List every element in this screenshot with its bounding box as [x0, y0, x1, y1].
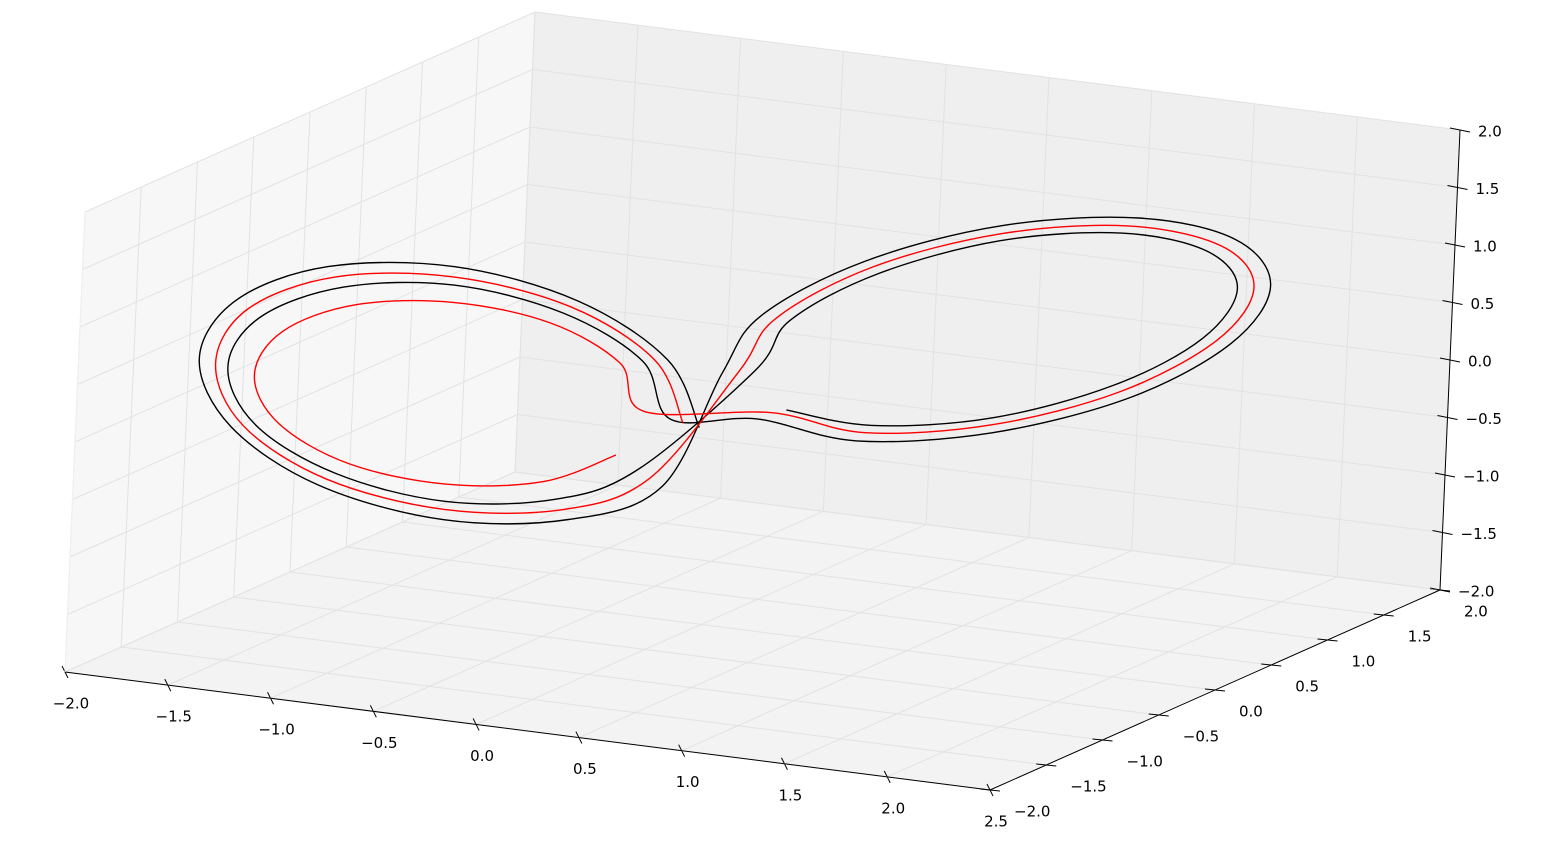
z-tick-label: −2.0	[1458, 583, 1494, 601]
grid-line	[82, 69, 533, 270]
grid-line	[177, 621, 1103, 741]
z-axis	[1439, 129, 1461, 591]
z-tick-label: 1.5	[1476, 180, 1500, 198]
y-tick-label: 1.5	[1408, 628, 1432, 646]
x-tick-label: 1.0	[676, 773, 700, 791]
grid-line	[233, 596, 1159, 716]
y-tick-label: 2.0	[1464, 603, 1488, 621]
grid-line	[67, 414, 518, 615]
grid-line	[534, 11, 1461, 131]
grid-line	[519, 356, 1446, 476]
y-axis	[989, 589, 1441, 791]
trajectory	[214, 224, 1255, 515]
x-tick-label: 0.0	[470, 747, 494, 765]
grid-line	[64, 471, 516, 673]
z-tick-label: −0.5	[1466, 410, 1502, 428]
z-tick-label: 0.5	[1471, 295, 1495, 313]
y-tick-label: −1.0	[1127, 753, 1163, 771]
x-axis	[64, 671, 991, 791]
grid-line	[69, 356, 521, 558]
grid-line	[402, 521, 1328, 641]
grid-line	[79, 126, 531, 328]
y-tick-label: 0.0	[1239, 703, 1263, 721]
z-tick-label: 1.0	[1473, 238, 1497, 256]
grid-line	[121, 646, 1047, 766]
x-tick-label: 2.0	[881, 799, 905, 817]
grid-line	[74, 241, 526, 443]
grid-line	[524, 241, 1451, 361]
grid-line	[522, 299, 1448, 418]
grid-line	[517, 414, 1443, 533]
grid-line	[532, 69, 1458, 188]
y-tick-label: −0.5	[1183, 728, 1219, 746]
left-edge	[64, 211, 86, 673]
trajectory	[198, 216, 1272, 525]
grid-line	[458, 496, 1384, 616]
y-tick-label: −2.0	[1014, 803, 1050, 821]
grid-line	[289, 571, 1216, 691]
x-tick-label: −1.5	[156, 708, 192, 726]
x-tick-label: 1.5	[779, 786, 803, 804]
grid-line	[527, 184, 1453, 303]
y-tick-label: 0.5	[1295, 678, 1319, 696]
grid-line	[84, 11, 536, 213]
grid-line	[346, 546, 1272, 666]
z-tick-label: −1.0	[1463, 468, 1499, 486]
x-tick-label: −1.0	[258, 721, 294, 739]
grid-line	[529, 126, 1456, 246]
z-tick-label: −1.5	[1461, 525, 1497, 543]
z-tick-label: 2.0	[1478, 123, 1502, 141]
z-tick-label: 0.0	[1468, 353, 1492, 371]
grid-line	[72, 299, 523, 500]
x-tick-label: 0.5	[573, 760, 597, 778]
y-tick-label: −1.5	[1070, 778, 1106, 796]
grid-line	[514, 471, 1441, 591]
x-tick-label: −2.0	[53, 695, 89, 713]
x-tick-label: 2.5	[984, 813, 1008, 831]
y-tick-label: 1.0	[1352, 653, 1376, 671]
x-tick-label: −0.5	[361, 734, 397, 752]
